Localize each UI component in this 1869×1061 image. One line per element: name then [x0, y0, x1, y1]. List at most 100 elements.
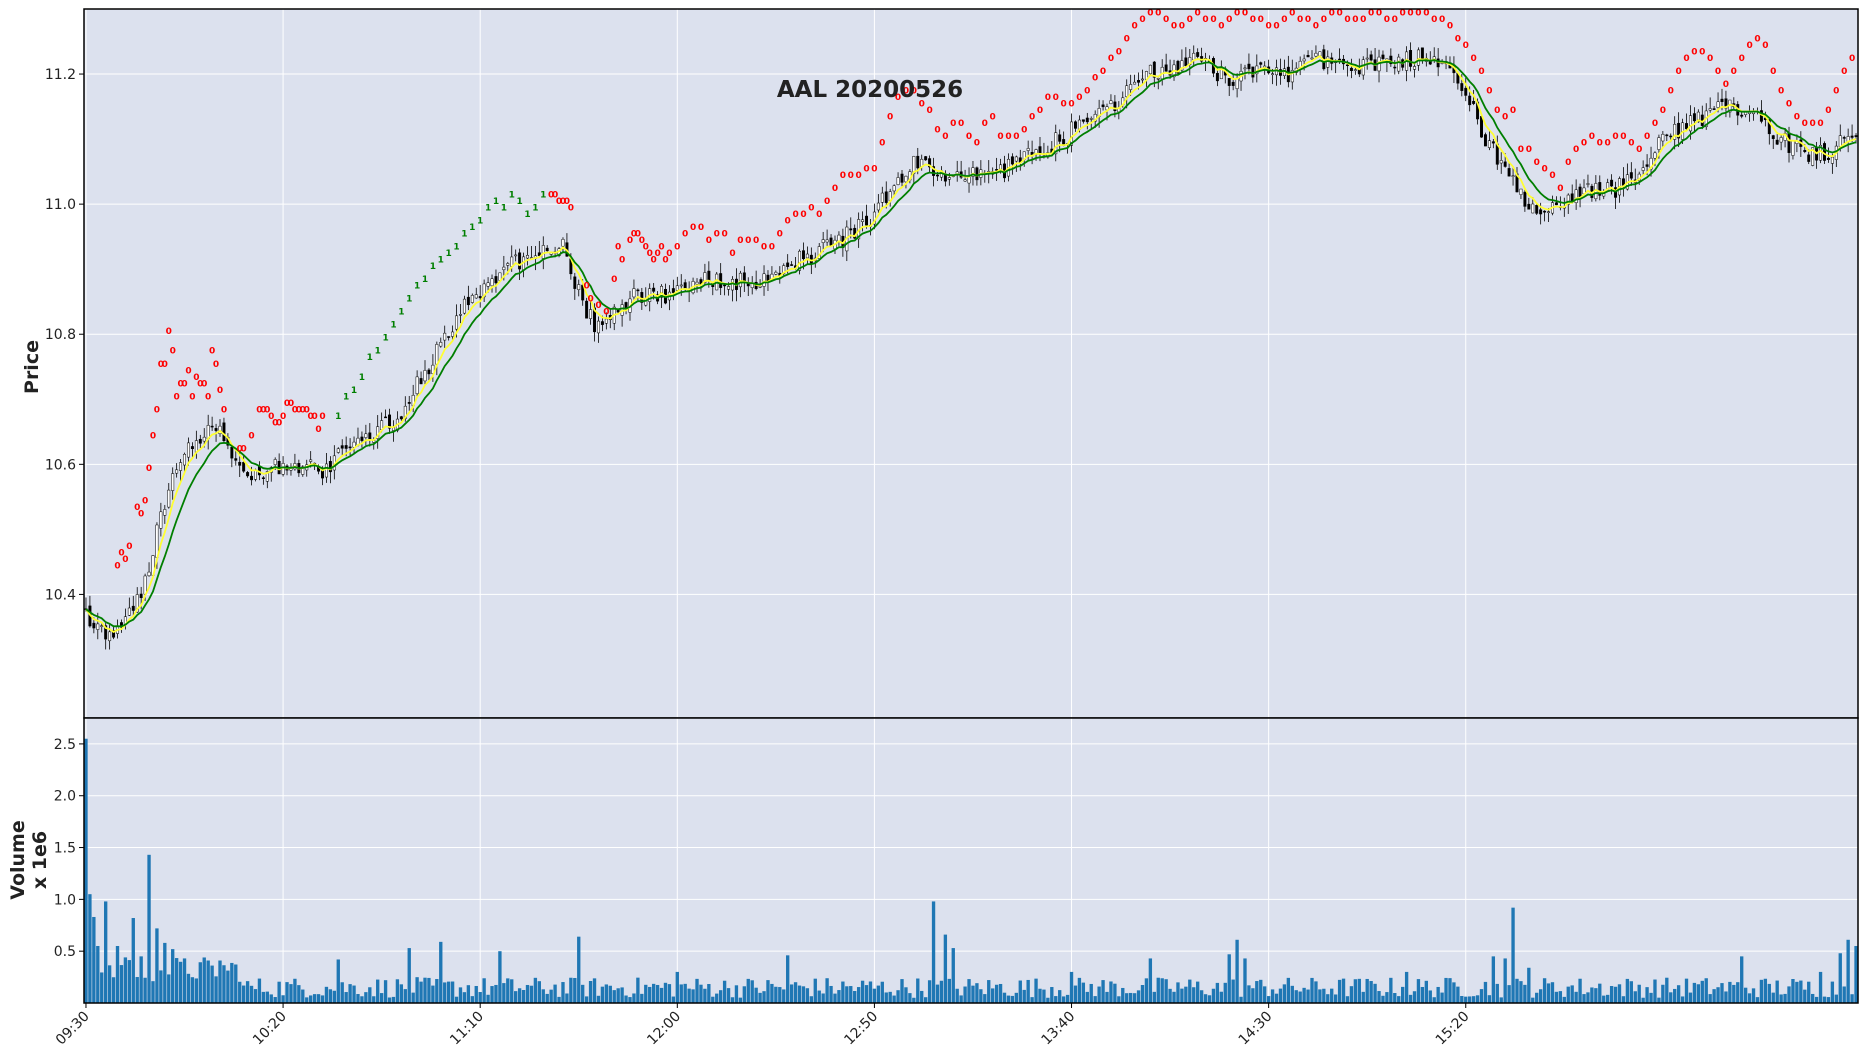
volume-bar [1223, 982, 1227, 1003]
sell-signal-marker: 0 [1084, 87, 1090, 97]
volume-bar [754, 987, 758, 1003]
candle-body [774, 271, 778, 275]
volume-bar [793, 982, 798, 1003]
volume-bar [640, 993, 644, 1003]
candle-body [1243, 67, 1247, 70]
volume-bar [722, 980, 727, 1003]
candle-body [435, 344, 439, 365]
sell-signal-marker: 0 [319, 412, 325, 422]
volume-bar [194, 978, 199, 1003]
volume-bar [920, 990, 924, 1003]
candle-body [884, 191, 888, 203]
volume-bar [927, 980, 932, 1003]
x-tick-label: 12:00 [644, 1009, 684, 1049]
candle-body [1113, 101, 1117, 111]
sell-signal-marker: 0 [603, 308, 609, 318]
candle-body [344, 445, 348, 449]
buy-signal-marker: 1 [485, 204, 491, 214]
volume-bar [490, 986, 494, 1003]
candle-body [727, 286, 731, 290]
volume-bar [92, 916, 96, 1003]
volume-bar [699, 984, 703, 1003]
candle-body [92, 622, 96, 629]
sell-signal-marker: 0 [568, 204, 574, 214]
volume-bar [324, 986, 329, 1003]
volume-bar [541, 989, 545, 1003]
volume-bar [96, 946, 100, 1003]
sell-signal-marker: 0 [958, 119, 964, 129]
candle-body [1566, 194, 1570, 205]
candle-body [104, 625, 108, 640]
volume-bar [1503, 958, 1507, 1003]
volume-bar [1495, 983, 1499, 1003]
sell-signal-marker: 0 [1202, 15, 1208, 25]
sell-signal-marker: 0 [1313, 22, 1319, 32]
volume-bar [1345, 996, 1350, 1003]
buy-signal-marker: 1 [414, 282, 420, 292]
volume-plot-background [84, 718, 1858, 1003]
sell-signal-marker: 0 [1384, 15, 1390, 25]
sell-signal-marker: 0 [213, 360, 219, 370]
sell-signal-marker: 0 [966, 132, 972, 142]
volume-bar [107, 965, 112, 1003]
sell-signal-marker: 0 [209, 347, 215, 357]
candle-body [1365, 57, 1369, 60]
sell-signal-marker: 0 [1565, 158, 1571, 168]
sell-signal-marker: 0 [990, 113, 996, 123]
candle-body [1491, 141, 1495, 144]
volume-bar [230, 962, 234, 1003]
volume-bar [1192, 987, 1196, 1003]
candle-body [703, 272, 707, 283]
price-y-axis-label: Price [21, 340, 43, 394]
sell-signal-marker: 0 [1061, 100, 1067, 110]
volume-bar [1318, 989, 1322, 1003]
sell-signal-marker: 0 [1739, 54, 1745, 64]
candle-body [1156, 78, 1160, 80]
volume-bar [1653, 979, 1657, 1003]
volume-bar [1736, 982, 1740, 1003]
signal-markers: 0000000000000000000000000000000000000000… [114, 9, 1855, 572]
volume-bar [383, 980, 388, 1003]
volume-bar [360, 996, 364, 1003]
candle-body [1688, 115, 1692, 132]
sell-signal-marker: 0 [1163, 15, 1169, 25]
candle-body [1085, 117, 1089, 123]
candle-body [336, 448, 340, 453]
candle-body [348, 446, 352, 449]
sell-signal-marker: 0 [1510, 106, 1516, 116]
candle-body [1598, 182, 1602, 196]
candle-body [1574, 189, 1578, 203]
candle-body [1184, 57, 1188, 67]
volume-bar [450, 981, 455, 1003]
sell-signal-marker: 0 [1289, 9, 1295, 19]
price-y-tick-label: 10.6 [45, 457, 76, 473]
volume-bar [494, 984, 498, 1003]
volume-bar [206, 960, 210, 1003]
sell-signal-marker: 0 [1597, 139, 1603, 149]
volume-bar [1219, 991, 1224, 1003]
volume-bar [245, 981, 250, 1003]
volume-bar [411, 992, 415, 1003]
volume-bar [1708, 994, 1712, 1003]
sell-signal-marker: 0 [1478, 67, 1484, 77]
buy-signal-marker: 1 [516, 197, 522, 207]
sell-signal-marker: 0 [1092, 74, 1098, 84]
sell-signal-marker: 0 [564, 197, 570, 207]
candle-body [1109, 100, 1113, 105]
sell-signal-marker: 0 [1131, 22, 1137, 32]
volume-bars [84, 738, 1858, 1003]
candle-body [1389, 55, 1393, 65]
candle-body [596, 320, 600, 334]
price-plot-background [84, 9, 1858, 718]
sell-signal-marker: 0 [1187, 15, 1193, 25]
sell-signal-marker: 0 [584, 282, 590, 292]
candle-body [1310, 57, 1314, 60]
volume-bar [1732, 984, 1736, 1003]
buy-signal-marker: 1 [524, 210, 530, 220]
volume-bar [1357, 978, 1361, 1003]
candle-body [1791, 140, 1795, 156]
volume-bar [1487, 995, 1492, 1003]
candle-body [1460, 83, 1464, 91]
volume-bar [943, 934, 948, 1003]
